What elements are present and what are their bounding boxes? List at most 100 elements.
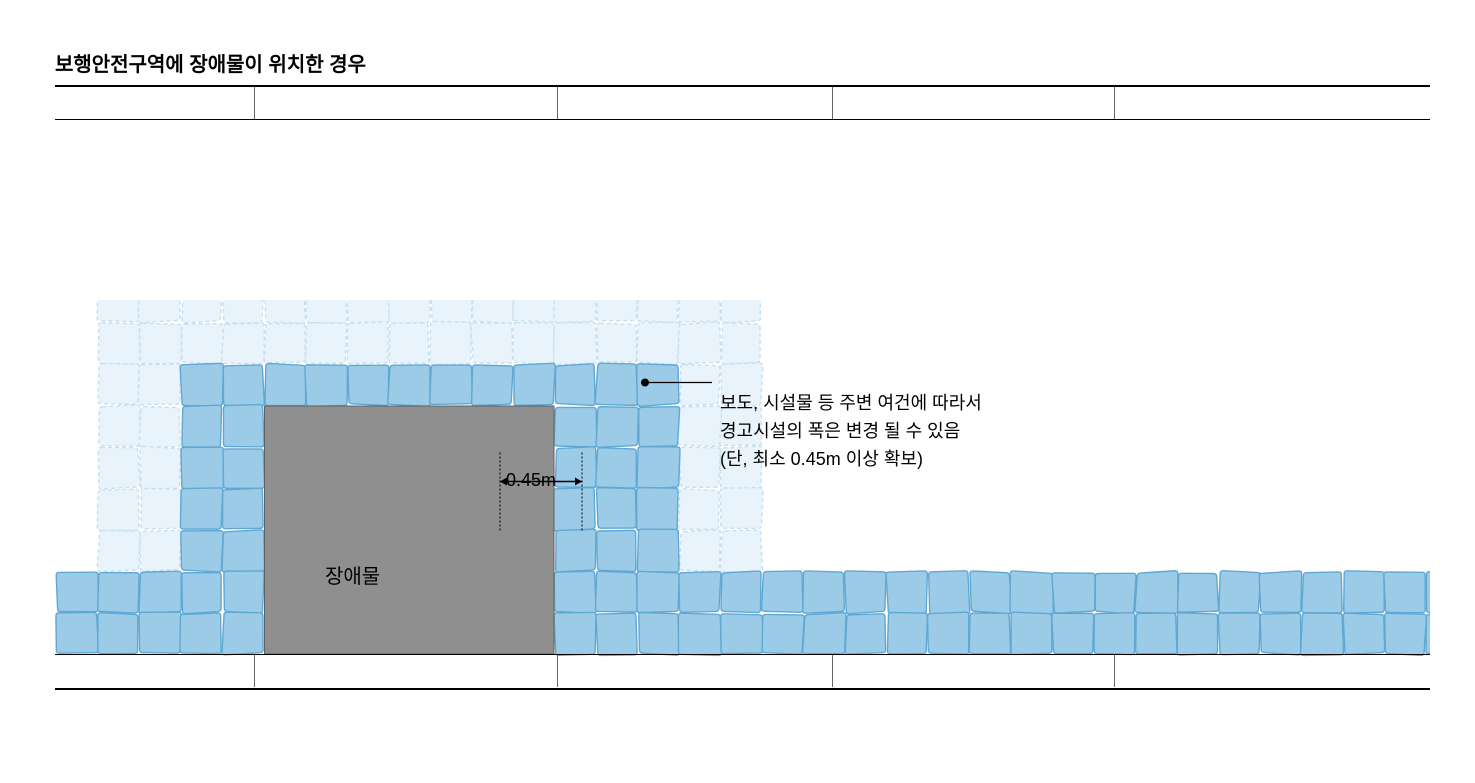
solid-tile — [1344, 571, 1385, 613]
solid-tile — [1095, 573, 1136, 613]
solid-tile — [1052, 573, 1095, 613]
bottom-rule-thick — [55, 688, 1430, 690]
solid-tile — [1385, 613, 1427, 655]
ghost-tile — [721, 488, 763, 529]
bottom-tick-row — [55, 655, 1430, 687]
solid-tile — [554, 407, 597, 446]
solid-tile — [554, 571, 596, 613]
solid-tile — [803, 613, 846, 654]
solid-tile — [762, 614, 804, 654]
ghost-tile — [637, 322, 680, 364]
solid-tile — [637, 487, 678, 531]
ghost-tile — [139, 407, 180, 448]
solid-tile — [222, 530, 264, 572]
ghost-tile — [637, 300, 679, 322]
solid-tile — [1177, 613, 1217, 655]
ghost-tile — [222, 300, 263, 323]
solid-tile — [348, 365, 389, 405]
solid-tile — [639, 407, 680, 447]
solid-tile — [222, 612, 263, 655]
solid-tile — [761, 571, 803, 612]
ghost-tile — [431, 300, 472, 323]
solid-tile — [678, 613, 721, 655]
solid-tile — [596, 407, 638, 448]
solid-tile — [181, 447, 223, 489]
ghost-tile — [678, 300, 720, 322]
ghost-tile — [678, 322, 721, 364]
solid-tile — [182, 573, 221, 614]
solid-tile — [472, 365, 513, 406]
solid-tile — [637, 447, 680, 489]
solid-tile — [597, 530, 636, 571]
dimension-label: 0.45m — [506, 470, 556, 491]
ghost-tile — [554, 323, 597, 365]
solid-tile — [1135, 571, 1178, 613]
solid-tile — [1219, 571, 1261, 613]
solid-tile — [1011, 612, 1052, 654]
ghost-tile — [597, 300, 638, 321]
solid-tile — [721, 614, 763, 654]
ghost-tile — [99, 405, 141, 447]
solid-tile — [56, 612, 99, 653]
solid-tile — [430, 365, 473, 404]
solid-tile — [305, 365, 348, 407]
solid-tile — [596, 448, 637, 488]
diagram-svg — [55, 300, 1430, 660]
top-tick-row — [55, 87, 1430, 119]
ghost-tile — [346, 300, 389, 323]
ghost-tile — [722, 323, 761, 365]
solid-tile — [928, 612, 969, 654]
annotation-text: 보도, 시설물 등 주변 여건에 따라서경고시설의 폭은 변경 될 수 있음(단… — [720, 390, 982, 474]
solid-tile — [929, 571, 970, 614]
ghost-tile — [98, 364, 139, 405]
solid-tile — [180, 488, 222, 529]
obstacle-rect — [265, 406, 555, 654]
solid-tile — [1260, 613, 1301, 655]
ghost-tile — [182, 324, 224, 364]
solid-tile — [182, 405, 222, 447]
solid-tile — [845, 571, 887, 614]
solid-tile — [1136, 613, 1177, 654]
solid-tile — [597, 488, 637, 528]
solid-tile — [98, 613, 138, 654]
solid-tile — [1178, 573, 1219, 612]
ghost-tile — [140, 323, 182, 363]
solid-tile — [56, 572, 98, 611]
ghost-tile — [471, 323, 513, 363]
ghost-tile — [97, 489, 139, 531]
ghost-tile — [388, 300, 431, 323]
annotation-line: 보도, 시설물 등 주변 여건에 따라서 — [720, 390, 982, 418]
ghost-tile — [680, 530, 721, 572]
solid-tile — [555, 364, 595, 406]
solid-tile — [637, 571, 679, 612]
solid-tile — [1302, 572, 1342, 613]
solid-tile — [388, 365, 430, 406]
solid-tile — [1259, 571, 1301, 612]
ghost-tile — [98, 447, 140, 488]
solid-tile — [223, 365, 264, 406]
ghost-tile — [305, 323, 346, 363]
solid-tile — [679, 572, 721, 613]
ghost-tile — [141, 488, 181, 529]
solid-tile — [970, 571, 1012, 614]
ghost-tile — [678, 406, 721, 447]
solid-tile — [639, 613, 680, 656]
ghost-tile — [182, 300, 222, 323]
ghost-tile — [597, 323, 637, 362]
solid-tile — [181, 531, 223, 572]
ghost-tile — [430, 321, 471, 364]
solid-tile — [139, 612, 181, 653]
solid-tile — [1343, 613, 1384, 654]
ghost-tile — [140, 530, 181, 571]
solid-tile — [180, 613, 221, 654]
solid-tile — [554, 612, 596, 655]
top-rule-thin — [55, 119, 1430, 120]
ghost-tile — [679, 447, 721, 487]
ghost-tile — [720, 530, 762, 572]
diagram-title: 보행안전구역에 장애물이 위치한 경우 — [55, 48, 366, 77]
solid-tile — [887, 612, 927, 653]
ghost-tile — [139, 300, 181, 323]
solid-tile — [1426, 612, 1430, 654]
ghost-tile — [472, 300, 513, 323]
solid-tile — [1384, 572, 1425, 613]
